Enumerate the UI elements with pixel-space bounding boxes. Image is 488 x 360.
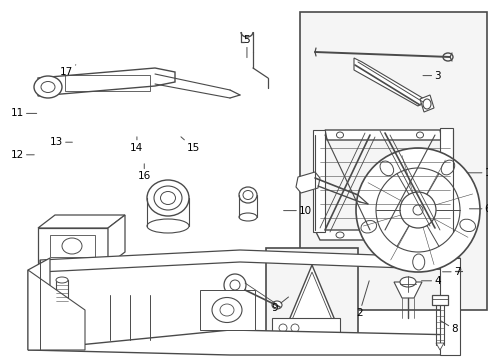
Text: 8: 8	[439, 320, 457, 334]
Ellipse shape	[335, 232, 343, 238]
Polygon shape	[280, 265, 343, 342]
Ellipse shape	[271, 301, 282, 309]
Polygon shape	[38, 228, 108, 265]
Text: 12: 12	[10, 150, 34, 160]
Bar	[271, 318, 339, 338]
Text: 7: 7	[442, 267, 460, 277]
Polygon shape	[312, 130, 325, 232]
Ellipse shape	[399, 277, 415, 287]
Bar	[56, 280, 68, 308]
Ellipse shape	[147, 219, 189, 233]
Polygon shape	[40, 250, 459, 272]
Polygon shape	[38, 215, 125, 228]
Bar	[299, 12, 486, 310]
Text: 10: 10	[283, 206, 311, 216]
Polygon shape	[284, 272, 339, 339]
Polygon shape	[28, 270, 85, 350]
Polygon shape	[439, 258, 459, 355]
Polygon shape	[439, 128, 452, 230]
Bar	[265, 248, 357, 348]
Text: 3: 3	[422, 71, 440, 81]
Ellipse shape	[370, 174, 388, 190]
Ellipse shape	[375, 168, 459, 252]
Ellipse shape	[239, 213, 257, 221]
Ellipse shape	[212, 297, 242, 323]
Ellipse shape	[459, 219, 474, 231]
Polygon shape	[28, 330, 459, 355]
Polygon shape	[38, 68, 175, 96]
Ellipse shape	[416, 132, 423, 138]
Ellipse shape	[412, 254, 424, 270]
Ellipse shape	[290, 324, 298, 332]
Text: 15: 15	[181, 137, 200, 153]
Ellipse shape	[336, 132, 343, 138]
Text: 11: 11	[10, 108, 37, 118]
Polygon shape	[435, 343, 443, 350]
Ellipse shape	[399, 192, 435, 228]
Text: 16: 16	[137, 164, 151, 181]
Polygon shape	[419, 95, 433, 112]
Ellipse shape	[360, 221, 376, 233]
Polygon shape	[108, 215, 125, 265]
Polygon shape	[353, 58, 425, 106]
Text: 14: 14	[130, 137, 143, 153]
Bar	[431, 295, 447, 305]
Text: 13: 13	[49, 137, 72, 147]
Ellipse shape	[56, 305, 68, 311]
Polygon shape	[28, 258, 50, 350]
Bar	[50, 235, 95, 257]
Polygon shape	[314, 230, 434, 240]
Text: 9: 9	[271, 297, 288, 313]
Ellipse shape	[147, 180, 189, 216]
Polygon shape	[393, 282, 421, 298]
Ellipse shape	[415, 232, 423, 238]
Text: 1: 1	[466, 168, 488, 178]
Bar	[65, 75, 150, 91]
Text: 5: 5	[243, 35, 250, 58]
Polygon shape	[295, 172, 319, 193]
Text: 2: 2	[355, 281, 368, 318]
Ellipse shape	[379, 161, 393, 176]
Ellipse shape	[56, 277, 68, 283]
Ellipse shape	[239, 187, 257, 203]
Ellipse shape	[279, 324, 286, 332]
Ellipse shape	[224, 274, 245, 296]
Bar	[200, 290, 254, 330]
Ellipse shape	[355, 148, 479, 272]
Text: 17: 17	[59, 65, 76, 77]
Ellipse shape	[34, 76, 62, 98]
Ellipse shape	[440, 160, 454, 175]
Text: 6: 6	[468, 204, 488, 214]
Polygon shape	[325, 130, 441, 140]
Ellipse shape	[154, 186, 182, 210]
Text: 4: 4	[421, 276, 440, 286]
